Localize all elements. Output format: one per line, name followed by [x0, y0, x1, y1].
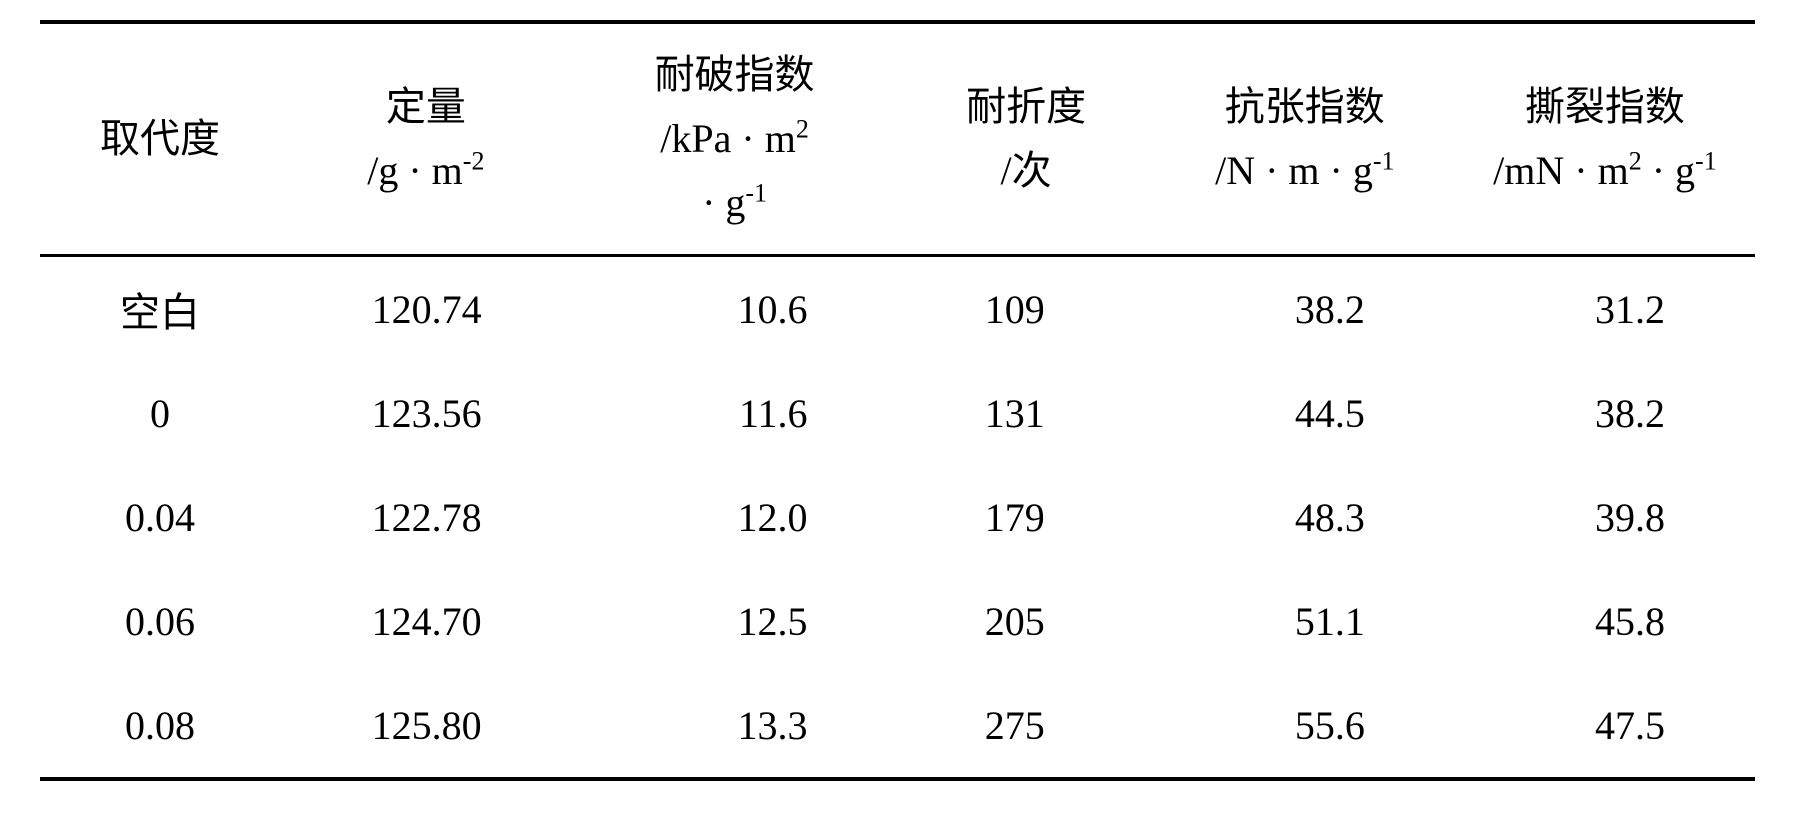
header-text: 耐破指数	[655, 43, 815, 107]
cell-tear-index: 47.5	[1455, 673, 1755, 779]
cell-tensile-index: 55.6	[1155, 673, 1455, 779]
cell-substitution-degree: 0	[40, 361, 280, 465]
cell-basis-weight: 125.80	[280, 673, 572, 779]
data-table: 取代度 定量 /g · m-2 耐破指数 /kPa · m2 · g-1	[40, 20, 1755, 781]
cell-burst-index: 13.3	[572, 673, 898, 779]
header-text: 取代度	[100, 107, 220, 171]
header-unit: · g-1	[702, 171, 767, 235]
cell-basis-weight: 120.74	[280, 256, 572, 362]
cell-fold-endurance: 109	[897, 256, 1154, 362]
cell-tear-index: 31.2	[1455, 256, 1755, 362]
cell-substitution-degree: 空白	[40, 256, 280, 362]
cell-tensile-index: 38.2	[1155, 256, 1455, 362]
header-text: 耐折度	[966, 75, 1086, 139]
header-unit: /kPa · m2	[660, 107, 809, 171]
col-header-substitution-degree: 取代度	[40, 22, 280, 256]
cell-burst-index: 12.5	[572, 569, 898, 673]
header-text: 抗张指数	[1225, 75, 1385, 139]
header-text: 定量	[386, 75, 466, 139]
col-header-fold-endurance: 耐折度 /次	[897, 22, 1154, 256]
header-unit: /N · m · g-1	[1215, 139, 1394, 203]
header-text: 撕裂指数	[1525, 75, 1685, 139]
cell-burst-index: 11.6	[572, 361, 898, 465]
cell-fold-endurance: 131	[897, 361, 1154, 465]
col-header-basis-weight: 定量 /g · m-2	[280, 22, 572, 256]
col-header-tensile-index: 抗张指数 /N · m · g-1	[1155, 22, 1455, 256]
table-row: 0.04 122.78 12.0 179 48.3 39.8	[40, 465, 1755, 569]
cell-substitution-degree: 0.08	[40, 673, 280, 779]
data-table-container: 取代度 定量 /g · m-2 耐破指数 /kPa · m2 · g-1	[0, 0, 1795, 781]
cell-tensile-index: 48.3	[1155, 465, 1455, 569]
table-row: 0.06 124.70 12.5 205 51.1 45.8	[40, 569, 1755, 673]
cell-tear-index: 39.8	[1455, 465, 1755, 569]
table-row: 0.08 125.80 13.3 275 55.6 47.5	[40, 673, 1755, 779]
header-unit: /g · m-2	[367, 139, 484, 203]
table-row: 空白 120.74 10.6 109 38.2 31.2	[40, 256, 1755, 362]
table-body: 空白 120.74 10.6 109 38.2 31.2 0 123.56 11…	[40, 256, 1755, 780]
cell-basis-weight: 124.70	[280, 569, 572, 673]
cell-substitution-degree: 0.06	[40, 569, 280, 673]
cell-fold-endurance: 179	[897, 465, 1154, 569]
table-row: 0 123.56 11.6 131 44.5 38.2	[40, 361, 1755, 465]
cell-tensile-index: 51.1	[1155, 569, 1455, 673]
header-unit: /mN · m2 · g-1	[1493, 139, 1717, 203]
cell-basis-weight: 122.78	[280, 465, 572, 569]
cell-fold-endurance: 275	[897, 673, 1154, 779]
cell-tear-index: 38.2	[1455, 361, 1755, 465]
table-header-row: 取代度 定量 /g · m-2 耐破指数 /kPa · m2 · g-1	[40, 22, 1755, 256]
cell-burst-index: 10.6	[572, 256, 898, 362]
cell-tear-index: 45.8	[1455, 569, 1755, 673]
cell-burst-index: 12.0	[572, 465, 898, 569]
header-unit: /次	[1001, 139, 1052, 203]
cell-tensile-index: 44.5	[1155, 361, 1455, 465]
cell-fold-endurance: 205	[897, 569, 1154, 673]
cell-basis-weight: 123.56	[280, 361, 572, 465]
col-header-burst-index: 耐破指数 /kPa · m2 · g-1	[572, 22, 898, 256]
col-header-tear-index: 撕裂指数 /mN · m2 · g-1	[1455, 22, 1755, 256]
cell-substitution-degree: 0.04	[40, 465, 280, 569]
